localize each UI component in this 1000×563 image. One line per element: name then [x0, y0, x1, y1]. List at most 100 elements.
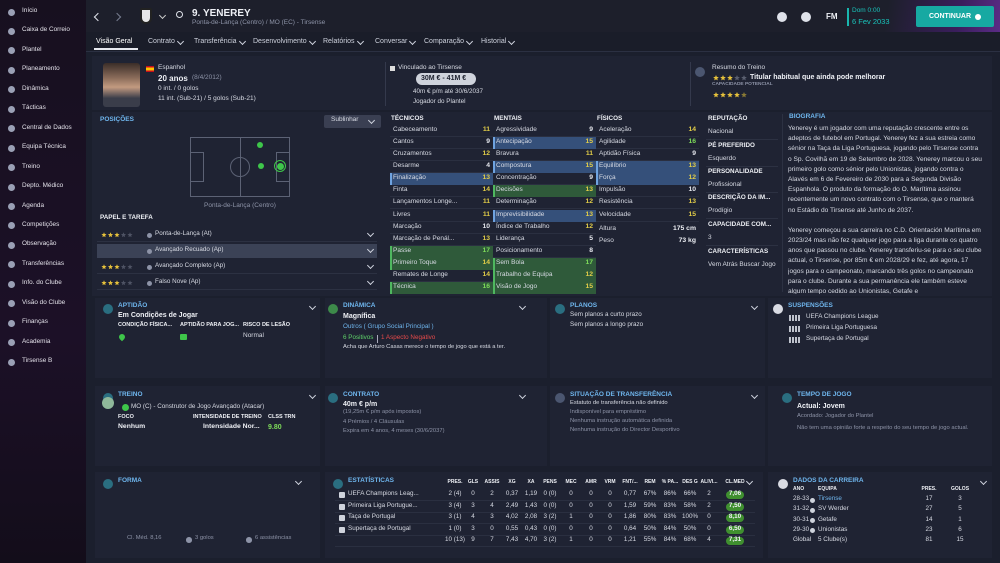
injury-risk: Normal	[243, 332, 264, 339]
attribute-name: Decisões	[496, 186, 523, 194]
attribute-group-title: FÍSICOS	[597, 115, 623, 122]
stat-cell: 7,50	[728, 501, 742, 509]
stat-cell: 2	[707, 501, 711, 509]
card-title[interactable]: TEMPO DE JOGO	[797, 391, 852, 398]
menu-item[interactable]: Depto. Médico	[22, 182, 64, 190]
card-title[interactable]: SUSPENSÕES	[788, 302, 833, 309]
rating-pill	[726, 491, 744, 499]
career-cell: 6	[958, 525, 962, 533]
menu-item[interactable]: Tirsense B	[22, 357, 53, 365]
attribute-name: Liderança	[496, 234, 525, 242]
card-title[interactable]: TREINO	[118, 391, 143, 398]
assists: 6 assistências	[255, 535, 292, 541]
card-title[interactable]: DADOS DA CARREIRA	[793, 477, 864, 484]
menu-item[interactable]: Info. do Clube	[22, 279, 62, 287]
menu-item[interactable]: Planeamento	[22, 65, 60, 73]
nationality-flag	[146, 66, 154, 72]
negatives: 1 Aspecto Negativo	[381, 334, 436, 341]
menu-item[interactable]: Visão do Clube	[22, 298, 66, 306]
dynamics-note: Acha que Arturo Casas merece o tempo de …	[343, 344, 506, 350]
game-time: Dom 0:00	[852, 7, 881, 14]
info-value: Prodígio	[708, 207, 733, 214]
competition-name: Supertaça de Portugal	[348, 524, 411, 532]
card-title[interactable]: APTIDÃO	[118, 302, 148, 309]
menu-item[interactable]: Academia	[22, 337, 51, 345]
menu-item[interactable]: Competições	[22, 220, 60, 228]
info-value: Profissional	[708, 181, 742, 188]
menu-item[interactable]: Início	[22, 7, 38, 14]
social-group: Outros ( Grupo Social Principal )	[343, 323, 434, 330]
section-title[interactable]: BIOGRAFIA	[789, 113, 826, 120]
menu-item[interactable]: Tácticas	[22, 104, 46, 112]
role-row[interactable]	[97, 260, 377, 274]
attribute-value: 9	[692, 150, 696, 158]
tab[interactable]: Relatórios	[323, 38, 355, 45]
career-cell: 17	[925, 495, 933, 502]
attribute-value: 13	[688, 162, 696, 170]
menu-item[interactable]: Plantel	[22, 45, 42, 53]
stat-cell: 1,43	[524, 501, 538, 509]
tab[interactable]: Transferência	[194, 38, 237, 45]
card-title[interactable]: FORMA	[118, 477, 142, 484]
menu-icon	[7, 339, 15, 347]
menu-item[interactable]: Caixa de Correio	[22, 26, 70, 34]
role-row[interactable]	[97, 228, 377, 242]
menu-icon	[7, 144, 15, 152]
card-title[interactable]: CONTRATO	[343, 391, 380, 398]
star-icon	[741, 92, 747, 98]
role-name: Avançado Completo (Ap)	[155, 262, 226, 269]
column-header: PRES.	[447, 479, 463, 485]
attribute-group-title: TÉCNICOS	[391, 115, 424, 122]
menu-item[interactable]: Treino	[22, 162, 40, 170]
stat-cell: 3 (2)	[543, 536, 557, 543]
international-caps: 0 int. / 0 golos	[158, 85, 199, 92]
menu-item[interactable]: Dinâmica	[22, 84, 49, 92]
role-row[interactable]	[97, 244, 377, 258]
attribute-value: 13	[688, 198, 696, 206]
tab-bar	[86, 32, 1000, 52]
tab[interactable]: Comparação	[424, 38, 465, 45]
career-cell: Tirsense	[818, 495, 842, 502]
average-rating: Cl. Méd. 8,16	[127, 535, 162, 541]
tab[interactable]: Historial	[481, 38, 507, 45]
stat-cell: 0,77	[623, 490, 637, 497]
attribute-value: 10	[482, 222, 490, 230]
continue-button[interactable]	[916, 6, 994, 27]
stat-cell: 1,86	[623, 513, 637, 520]
menu-item[interactable]: Equipa Técnica	[22, 143, 66, 151]
card-title[interactable]: PLANOS	[570, 302, 598, 309]
card-title[interactable]: ESTATÍSTICAS	[348, 477, 394, 484]
stat-cell: 67%	[643, 490, 657, 497]
tab[interactable]: Conversar	[375, 38, 408, 45]
tab[interactable]: Desenvolvimento	[253, 38, 307, 45]
search-icon[interactable]	[176, 11, 183, 18]
highlight-dropdown[interactable]	[324, 115, 381, 128]
attribute-name: Trabalho de Equipa	[496, 270, 553, 278]
club-badge	[809, 497, 815, 503]
card-title[interactable]: DINÂMICA	[343, 302, 376, 309]
tab[interactable]: Visão Geral	[96, 38, 133, 45]
biography-paragraph: Yenerey é um jogador com uma reputação c…	[788, 125, 982, 214]
section-title[interactable]: POSIÇÕES	[100, 116, 134, 123]
career-cell: 23	[925, 525, 933, 533]
settings-icon	[777, 12, 787, 22]
menu-item[interactable]: Central de Dados	[22, 123, 72, 131]
stat-cell: 0,64	[623, 524, 637, 532]
tab[interactable]: Contrato	[148, 38, 175, 45]
card	[550, 298, 765, 378]
goals-icon	[186, 537, 192, 543]
card-title[interactable]: SITUAÇÃO DE TRANSFERÊNCIA	[570, 391, 673, 398]
role-row[interactable]	[97, 276, 377, 290]
card-icon	[328, 393, 338, 403]
stat-cell: 0	[589, 490, 593, 497]
attribute-value: 15	[585, 138, 593, 146]
menu-item[interactable]: Transferências	[22, 259, 65, 267]
star-icon	[101, 232, 107, 238]
star-icon	[114, 280, 120, 286]
continue-label[interactable]: CONTINUAR	[929, 13, 971, 20]
menu-item[interactable]: Agenda	[22, 201, 45, 209]
menu-item[interactable]: Observação	[22, 240, 57, 248]
card	[768, 386, 992, 466]
menu-item[interactable]: Finanças	[22, 318, 48, 326]
star-icon	[727, 75, 733, 81]
